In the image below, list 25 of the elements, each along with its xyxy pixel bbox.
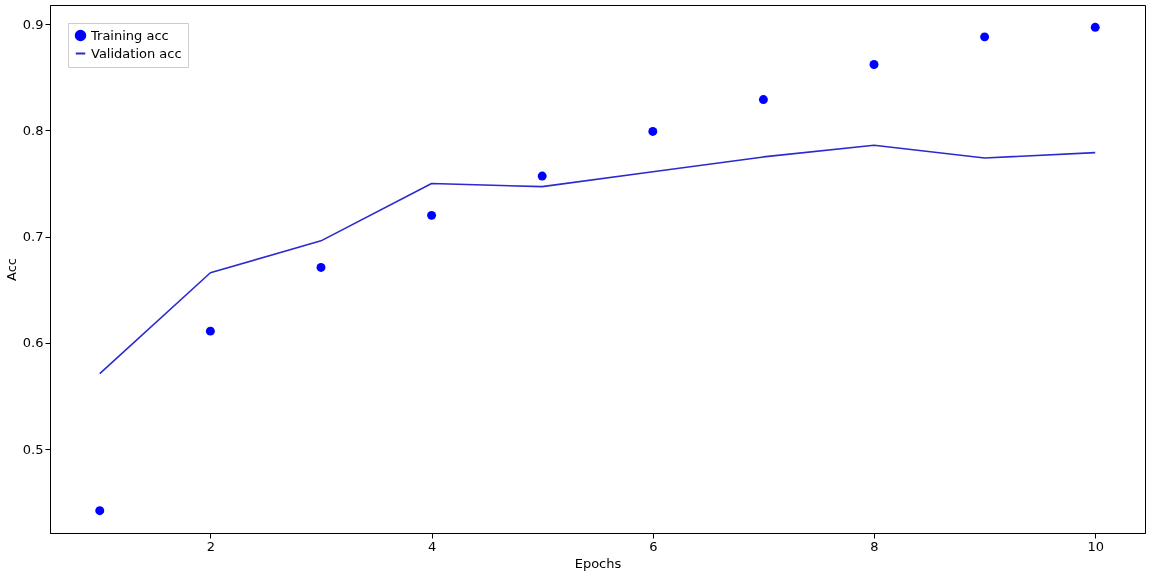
- x-axis-title: Epochs: [574, 555, 622, 571]
- legend-label: Training acc: [90, 27, 169, 43]
- y-tick-label: 0.8: [22, 122, 44, 138]
- point: [316, 262, 326, 272]
- point: [869, 60, 879, 69]
- point: [205, 326, 215, 336]
- y-tick-label: 0.9: [22, 16, 44, 32]
- x-tick-label: 8: [870, 538, 879, 554]
- y-tick-label: 0.7: [22, 229, 44, 245]
- x-tick-label: 10: [1087, 538, 1104, 554]
- point: [980, 32, 990, 42]
- point: [758, 95, 768, 105]
- y-tick-label: 0.5: [22, 441, 44, 457]
- x-tick-label: 4: [427, 538, 437, 554]
- x-tick-label: 2: [206, 538, 216, 554]
- point: [95, 506, 105, 516]
- point: [1090, 22, 1100, 32]
- point: [427, 210, 437, 220]
- point: [537, 171, 547, 181]
- line-series: [98, 144, 1097, 375]
- legend-label: Validation acc: [91, 45, 182, 61]
- x-tick-label: 6: [649, 538, 658, 554]
- y-axis-title: Acc: [3, 258, 19, 281]
- y-tick-label: 0.6: [22, 335, 44, 351]
- point: [648, 126, 658, 136]
